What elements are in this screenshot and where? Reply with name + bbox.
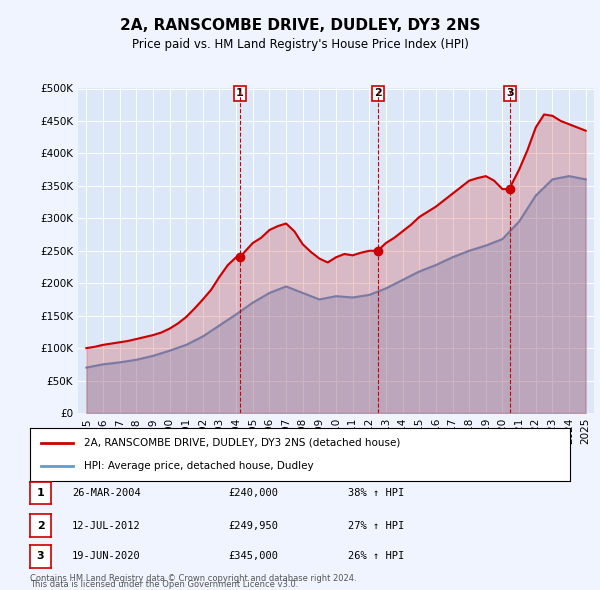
Text: 38% ↑ HPI: 38% ↑ HPI [348, 489, 404, 498]
Text: £249,950: £249,950 [228, 521, 278, 530]
Text: 27% ↑ HPI: 27% ↑ HPI [348, 521, 404, 530]
Text: 26% ↑ HPI: 26% ↑ HPI [348, 552, 404, 561]
Text: 2A, RANSCOMBE DRIVE, DUDLEY, DY3 2NS (detached house): 2A, RANSCOMBE DRIVE, DUDLEY, DY3 2NS (de… [84, 438, 400, 448]
Text: Price paid vs. HM Land Registry's House Price Index (HPI): Price paid vs. HM Land Registry's House … [131, 38, 469, 51]
Text: HPI: Average price, detached house, Dudley: HPI: Average price, detached house, Dudl… [84, 461, 314, 471]
Text: 26-MAR-2004: 26-MAR-2004 [72, 489, 141, 498]
Text: 2: 2 [374, 88, 382, 99]
Text: 2A, RANSCOMBE DRIVE, DUDLEY, DY3 2NS: 2A, RANSCOMBE DRIVE, DUDLEY, DY3 2NS [120, 18, 480, 32]
Text: 1: 1 [37, 489, 44, 498]
Text: £240,000: £240,000 [228, 489, 278, 498]
Text: Contains HM Land Registry data © Crown copyright and database right 2024.: Contains HM Land Registry data © Crown c… [30, 574, 356, 583]
Text: £345,000: £345,000 [228, 552, 278, 561]
Text: 3: 3 [37, 552, 44, 561]
Text: This data is licensed under the Open Government Licence v3.0.: This data is licensed under the Open Gov… [30, 580, 298, 589]
Text: 1: 1 [236, 88, 244, 99]
Text: 12-JUL-2012: 12-JUL-2012 [72, 521, 141, 530]
Text: 19-JUN-2020: 19-JUN-2020 [72, 552, 141, 561]
Text: 3: 3 [506, 88, 514, 99]
Text: 2: 2 [37, 521, 44, 530]
